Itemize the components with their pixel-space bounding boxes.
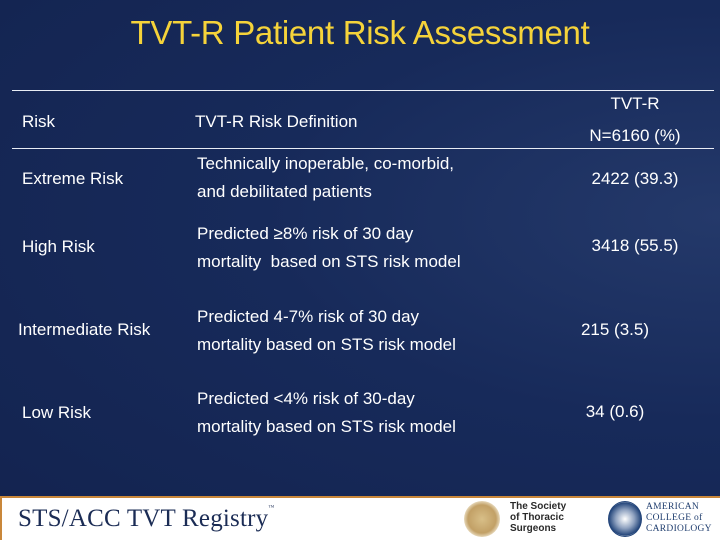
row-definition-line1: Technically inoperable, co-morbid, [197,154,455,173]
acc-logo-line: COLLEGE of [646,513,703,523]
row-risk: Extreme Risk [22,169,124,188]
header-count-line1: TVT-R [610,94,660,113]
sts-logo-text: The Society of Thoracic Surgeons [510,501,566,534]
row-count: 34 (0.6) [585,402,645,421]
row-definition-line1: Predicted ≥8% risk of 30 day [197,224,414,243]
sts-seal-icon [464,501,500,537]
acc-logo-line: CARDIOLOGY [646,524,712,534]
sts-logo-line: Surgeons [510,523,557,534]
row-definition-line2: mortality based on STS risk model [197,417,456,436]
row-definition-line1: Predicted 4-7% risk of 30 day [197,307,420,326]
header-definition: TVT-R Risk Definition [195,112,358,131]
row-definition-line2: and debilitated patients [197,182,372,201]
sts-logo-line: The Society [510,501,567,512]
row-risk: Low Risk [22,403,91,422]
row-risk: Intermediate Risk [18,320,151,339]
row-definition-line1: Predicted <4% risk of 30-day [197,389,415,408]
header-bottom-rule [12,148,714,149]
header-risk: Risk [22,112,56,131]
sts-logo-line: of Thoracic [510,512,564,523]
header-count-line2: N=6160 (%) [589,126,681,145]
row-count: 3418 (55.5) [591,236,679,255]
registry-name: STS/ACC TVT Registry [18,505,269,532]
acc-logo-line: AMERICAN [646,502,700,512]
table-top-rule [12,90,714,91]
slide-title: TVT-R Patient Risk Assessment [130,14,590,51]
row-count: 215 (3.5) [580,320,650,339]
acc-seal-icon [608,501,642,537]
trademark-mark: ™ [268,505,275,511]
acc-logo-text: AMERICAN COLLEGE of CARDIOLOGY [646,502,712,535]
registry-logo: STS/ACC TVT Registry™ [18,505,274,533]
row-definition-line2: mortality based on STS risk model [197,252,461,271]
footer-bar: STS/ACC TVT Registry™ The Society of Tho… [0,496,720,540]
row-count: 2422 (39.3) [591,169,679,188]
row-risk: High Risk [22,237,95,256]
row-definition-line2: mortality based on STS risk model [197,335,456,354]
